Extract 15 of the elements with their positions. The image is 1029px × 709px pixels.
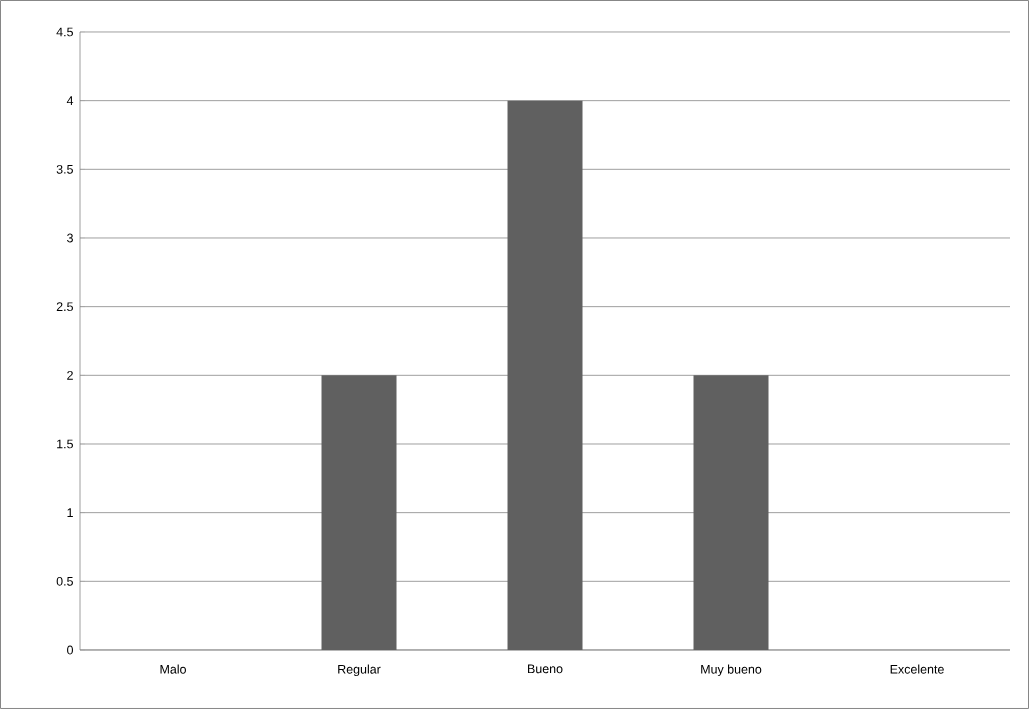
- y-tick-label: 0.5: [56, 576, 73, 586]
- y-tick-label: 4: [66, 96, 74, 105]
- y-tick-label: 1.5: [57, 439, 73, 449]
- x-tick-label: Excelente: [890, 664, 944, 674]
- x-tick-label: Regular: [338, 664, 381, 677]
- y-tick-label: 3.5: [56, 164, 73, 174]
- y-tick-label: 4.5: [56, 27, 73, 37]
- y-tick-label: 1: [67, 508, 73, 517]
- x-tick-label: Muy bueno: [701, 664, 762, 677]
- y-tick-label: 0: [67, 645, 73, 655]
- x-tick-label: Bueno: [528, 664, 563, 674]
- y-tick-label: 2: [67, 370, 73, 380]
- y-tick-label: 2.5: [56, 302, 73, 312]
- x-tick-label: Malo: [160, 664, 186, 674]
- y-tick-label: 3: [67, 233, 73, 243]
